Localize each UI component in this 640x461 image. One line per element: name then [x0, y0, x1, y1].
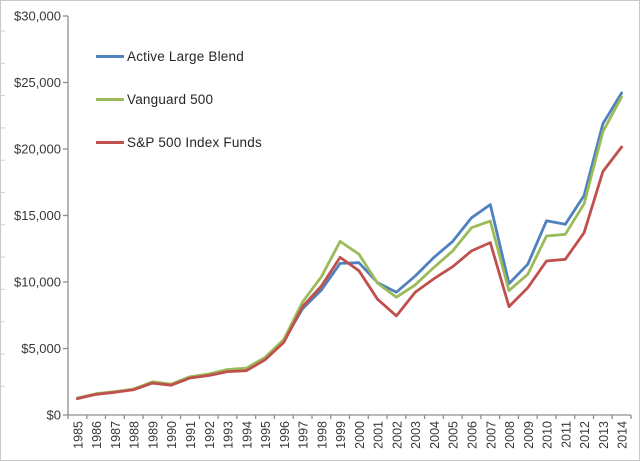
x-axis-tick-label: 1997: [297, 421, 311, 449]
x-axis-tick-label: 2014: [616, 421, 630, 449]
legend-swatch-active-large-blend: [96, 54, 124, 58]
x-axis-tick-label: 2000: [353, 421, 367, 449]
x-axis-tick-label: 2003: [409, 421, 423, 449]
x-axis-tick-label: 2011: [559, 421, 573, 448]
legend-swatch-sp500-index-funds: [96, 140, 124, 144]
x-axis-tick-label: 1992: [203, 421, 217, 449]
y-axis-tick-label: $0: [47, 408, 61, 423]
x-axis-tick-label: 1999: [334, 421, 348, 449]
y-axis-tick-label: $15,000: [14, 208, 61, 223]
x-axis-tick-label: 1994: [240, 421, 254, 449]
x-axis-tick-label: 2008: [503, 421, 517, 449]
legend-item-active-large-blend: Active Large Blend: [96, 48, 262, 64]
x-axis-tick-label: 2013: [597, 421, 611, 449]
x-axis-tick-label: 1993: [222, 421, 236, 449]
x-axis-tick-label: 1991: [184, 421, 198, 449]
x-axis-tick-label: 2009: [522, 421, 536, 449]
x-axis-tick-label: 2006: [466, 421, 480, 449]
y-axis-tick-label: $5,000: [21, 341, 61, 356]
legend-item-vanguard-500: Vanguard 500: [96, 91, 262, 107]
legend-label: Active Large Blend: [127, 48, 244, 64]
x-axis-tick-label: 2010: [541, 421, 555, 449]
y-axis-tick-label: $30,000: [14, 9, 61, 24]
x-axis-tick-label: 2007: [484, 421, 498, 449]
x-axis-tick-label: 1998: [315, 421, 329, 449]
series-line-s-p-500-index-funds: [76, 145, 623, 401]
x-axis-tick-label: 1987: [109, 421, 123, 449]
x-axis-tick-label: 2004: [428, 421, 442, 449]
chart-legend: Active Large Blend Vanguard 500 S&P 500 …: [96, 48, 262, 177]
y-axis-tick-label: $20,000: [14, 142, 61, 157]
x-axis-tick-label: 1985: [71, 421, 85, 449]
y-axis-tick-label: $10,000: [14, 275, 61, 290]
x-axis-tick-label: 2002: [390, 421, 404, 449]
x-axis-tick-label: 1990: [165, 421, 179, 449]
legend-item-sp500-index-funds: S&P 500 Index Funds: [96, 134, 262, 150]
x-axis-tick-label: 1989: [146, 421, 160, 449]
x-axis-tick-label: 1986: [90, 421, 104, 449]
legend-label: S&P 500 Index Funds: [127, 134, 262, 150]
y-axis-tick-label: $25,000: [14, 75, 61, 90]
x-axis-tick-label: 1988: [128, 421, 142, 449]
x-axis-tick-label: 2005: [447, 421, 461, 449]
legend-swatch-vanguard-500: [96, 97, 124, 101]
x-axis-tick-label: 1996: [278, 421, 292, 449]
legend-label: Vanguard 500: [127, 91, 214, 107]
x-axis-tick-label: 2012: [578, 421, 592, 449]
x-axis-tick-label: 2001: [372, 421, 386, 449]
x-axis-tick-label: 1995: [259, 421, 273, 449]
